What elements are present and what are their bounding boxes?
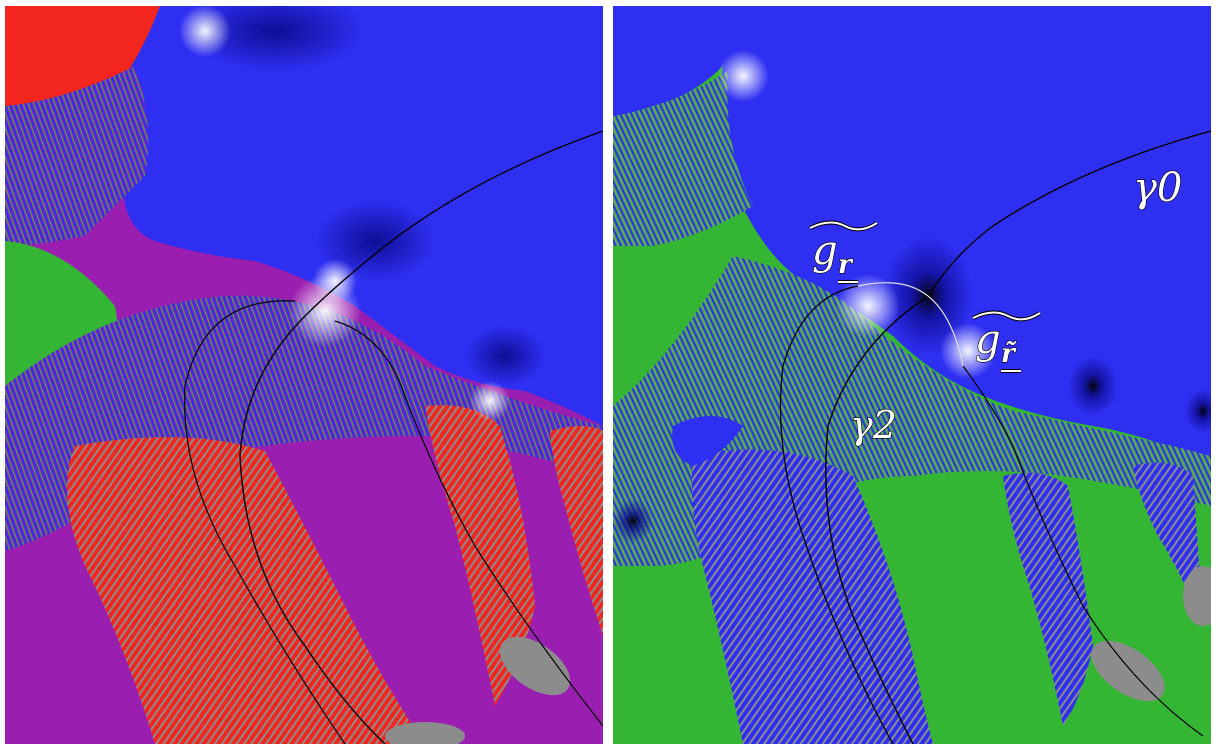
curve-gamma0-left (304, 130, 603, 317)
curve-gamma2 (825, 295, 929, 744)
label-g-rt: g r̃ (972, 310, 1042, 373)
label-gamma2: γ2 (850, 403, 897, 447)
blue-lobe-left (672, 416, 743, 466)
label-g-r-sub: r (838, 250, 854, 280)
right-fractal-image: γ0 γ2 g r g r̃ (613, 6, 1211, 744)
blue-fan-right (1003, 472, 1093, 726)
curve-grt-left (334, 320, 603, 727)
gray-lobe (499, 636, 571, 696)
fractal-fringe-upper (613, 71, 753, 246)
gray-lobe (1091, 640, 1165, 702)
label-gamma0: γ0 (1133, 165, 1182, 211)
curve-g-rt (962, 365, 1204, 737)
fractal-fringe-upper (5, 66, 149, 246)
fractal-band (5, 295, 603, 551)
red-fan-lower (67, 437, 425, 744)
left-fractal-panel (5, 6, 603, 744)
dark-spot-edge (1185, 389, 1211, 433)
curve-gr-left (183, 300, 346, 744)
blue-basin (613, 6, 1211, 466)
label-g-r: g r (809, 220, 879, 284)
right-fractal-panel: γ0 γ2 g r g r̃ (613, 6, 1211, 744)
dark-spot-right (1068, 356, 1118, 416)
label-g-r-letter: g (812, 228, 838, 274)
blue-fan-lower (691, 449, 933, 744)
curve-gamma2-left (239, 315, 386, 744)
curve-g-r (779, 285, 894, 744)
curve-connector-2 (927, 295, 964, 367)
red-fan-right (425, 405, 535, 706)
red-basin-top (5, 6, 160, 121)
red-fan-far-right (550, 426, 603, 636)
dark-spot-left (613, 499, 653, 543)
curve-gamma0 (927, 130, 1211, 297)
label-g-rt-letter: g (975, 317, 1001, 363)
gray-lobe-right (1183, 566, 1211, 626)
left-fractal-image (5, 6, 603, 744)
curve-connector (857, 282, 929, 297)
gray-lobe-bottom (385, 722, 465, 744)
label-g-rt-sub: r̃ (1001, 339, 1017, 369)
